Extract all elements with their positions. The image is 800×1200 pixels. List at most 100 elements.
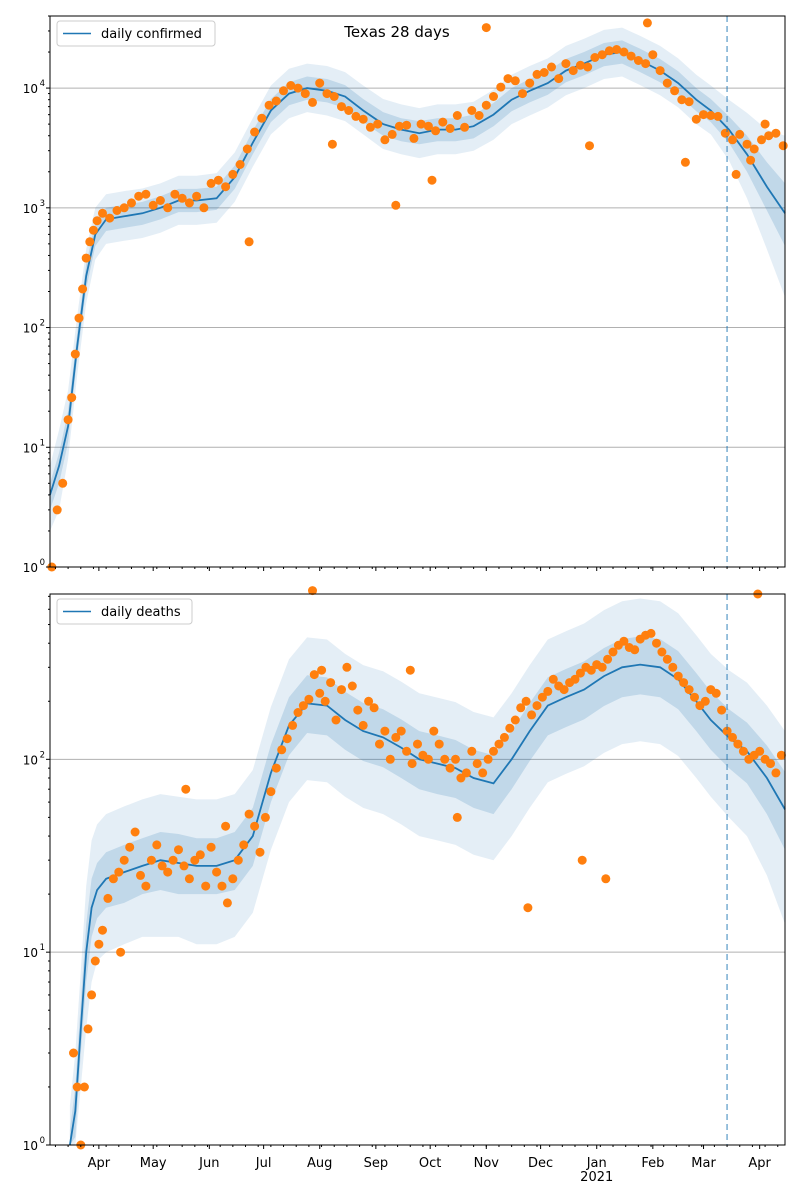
data-point (192, 191, 202, 201)
data-point (474, 111, 484, 120)
data-point (271, 763, 281, 773)
data-point (255, 847, 265, 857)
data-point (670, 86, 680, 96)
data-point (257, 113, 267, 123)
x-tick-label: Dec (528, 1156, 553, 1171)
data-point (489, 92, 498, 101)
data-point (402, 120, 412, 130)
confirmed-points (47, 18, 788, 572)
data-point (662, 78, 672, 88)
confirmed-bands (50, 27, 785, 531)
data-point (308, 586, 317, 596)
data-point (317, 665, 327, 675)
y-tick-label: 10 (23, 561, 38, 575)
data-point (543, 686, 553, 696)
data-point (461, 768, 471, 778)
data-point (655, 66, 665, 76)
data-point (764, 131, 774, 141)
data-point (416, 119, 426, 129)
data-point (680, 157, 690, 167)
data-point (547, 62, 556, 72)
data-point (429, 726, 439, 736)
data-point (539, 68, 549, 77)
data-point (684, 97, 694, 107)
x-tick-label: Jun (198, 1156, 219, 1171)
data-point (452, 812, 462, 822)
data-point (423, 121, 433, 131)
data-point (168, 855, 178, 865)
data-point (130, 827, 140, 837)
deaths-x-ticks: Apr May Jun Jul Aug Sep Oct Nov Dec Jan Feb Mar Apr (54, 1145, 779, 1171)
deaths-model-line (69, 663, 786, 1146)
y-tick-label-exponent: 4 (40, 79, 45, 89)
data-point (105, 213, 115, 223)
data-point (771, 768, 781, 778)
data-point (364, 696, 374, 706)
data-point (201, 881, 211, 891)
data-point (445, 763, 455, 773)
data-point (92, 216, 102, 226)
y-tick-label: 10 (23, 1139, 38, 1153)
data-point (136, 870, 145, 880)
data-point (438, 117, 448, 127)
data-point (222, 898, 232, 908)
data-point (337, 685, 346, 695)
data-point (279, 86, 288, 96)
legend-box (56, 598, 193, 625)
data-point (604, 46, 614, 56)
data-point (373, 119, 383, 129)
data-point (112, 206, 122, 215)
data-point (561, 59, 571, 69)
data-point (590, 53, 600, 62)
data-point (523, 903, 533, 913)
data-point (467, 106, 477, 115)
data-point (179, 861, 189, 871)
y-tick-label: 10 (23, 322, 38, 336)
data-point (212, 867, 222, 877)
data-point (646, 628, 656, 638)
data-point (308, 97, 317, 107)
data-point (440, 754, 450, 764)
data-point (320, 696, 330, 706)
data-point (141, 881, 151, 891)
data-point (277, 745, 287, 755)
data-point (717, 705, 727, 715)
data-point (445, 124, 455, 133)
data-point (114, 867, 124, 877)
data-point (351, 111, 361, 121)
outer-band (50, 27, 785, 531)
data-point (221, 182, 231, 192)
data-point (673, 671, 683, 681)
data-point (409, 133, 419, 143)
data-point (630, 645, 640, 655)
data-point (641, 59, 651, 69)
data-point (195, 850, 205, 860)
confirmed-legend: daily confirmed (56, 20, 216, 47)
data-point (300, 89, 310, 99)
data-point (612, 45, 622, 54)
data-point (407, 759, 417, 769)
data-point (380, 726, 390, 736)
data-point (244, 237, 254, 247)
data-point (90, 956, 100, 966)
data-point (87, 990, 97, 1000)
y-tick-label-exponent: 3 (40, 199, 45, 209)
data-point (452, 111, 462, 120)
data-point (711, 688, 721, 698)
x-tick-label: Jul (255, 1156, 272, 1171)
x-tick-label: Jan (586, 1156, 607, 1171)
data-point (527, 710, 537, 720)
data-point (119, 855, 129, 865)
x-tick-label: Oct (419, 1156, 441, 1171)
data-point (322, 89, 332, 99)
data-point (157, 861, 167, 871)
data-point (427, 175, 437, 185)
data-point (657, 647, 667, 657)
x-tick-label: May (140, 1156, 167, 1171)
data-point (684, 685, 694, 695)
data-point (391, 200, 401, 210)
data-point (568, 66, 578, 76)
data-point (235, 160, 245, 169)
data-point (510, 76, 520, 86)
data-point (152, 840, 162, 850)
